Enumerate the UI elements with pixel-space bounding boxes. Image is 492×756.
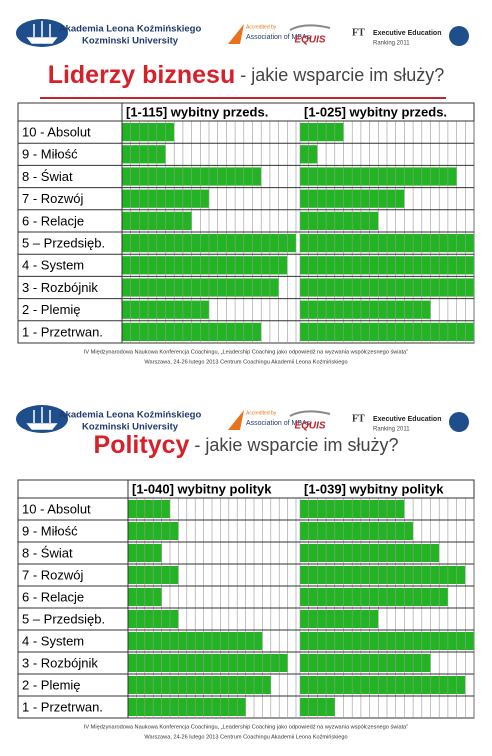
bar <box>300 300 431 319</box>
row-label: 9 - Miłość <box>22 147 78 162</box>
bar <box>128 676 271 694</box>
row-label: 8 - Świat <box>22 545 73 560</box>
series-header: [1-115] wybitny przeds. <box>126 104 268 119</box>
bar <box>300 566 466 584</box>
series-header: [1-040] wybitny polityk <box>132 481 272 496</box>
amba-name: Association of MBAs <box>246 420 311 427</box>
row-label: 1 - Przetrwan. <box>22 324 103 339</box>
bar <box>300 610 379 628</box>
ft-logo: FT <box>352 27 365 38</box>
amba-mark <box>228 24 244 44</box>
amba-name: Association of MBAs <box>246 34 311 41</box>
footer-text: IV Międzynarodowa Naukowa Konferencja Co… <box>84 724 408 730</box>
logo-ship <box>26 21 58 44</box>
ft-title: Executive Education <box>373 416 441 423</box>
ft-logo: FT <box>352 413 365 424</box>
row-label: 8 - Świat <box>22 169 73 184</box>
row-label: 3 - Rozbójnik <box>22 280 98 295</box>
university-name-en: Kozminski University <box>82 36 179 47</box>
title-sub: - jakie wsparcie im służy? <box>235 65 444 85</box>
footer-text: Warszawa, 24-26 lutego 2013 Centrum Coac… <box>144 359 347 365</box>
footer-text: IV Międzynarodowa Naukowa Konferencja Co… <box>84 349 408 355</box>
row-label: 10 - Absolut <box>22 501 91 516</box>
university-name-en: Kozminski University <box>82 422 179 433</box>
bar <box>300 676 466 694</box>
row-label: 7 - Rozwój <box>22 191 84 206</box>
bar <box>300 522 414 540</box>
row-label: 2 - Plemię <box>22 302 81 317</box>
row-label: 4 - System <box>22 258 84 273</box>
bar <box>300 211 379 230</box>
aacsb-badge <box>449 412 469 432</box>
ft-title: Executive Education <box>373 30 441 37</box>
ft-sub: Ranking 2011 <box>373 427 410 433</box>
equis-swoosh <box>289 24 331 31</box>
bar <box>128 500 170 518</box>
logo-ship <box>26 407 58 430</box>
row-label: 1 - Przetrwan. <box>22 699 103 714</box>
amba-top: Accredited by <box>246 24 277 30</box>
equis-swoosh <box>289 410 331 417</box>
university-name: Akademia Leona Koźmińskiego <box>59 24 202 35</box>
chart-title: Politycy - jakie wsparcie im służy? <box>94 431 399 459</box>
title-main: Liderzy biznesu <box>48 61 236 89</box>
university-name: Akademia Leona Koźmińskiego <box>59 410 202 421</box>
bar <box>128 654 288 672</box>
row-label: 10 - Absolut <box>22 125 91 140</box>
row-label: 9 - Miłość <box>22 523 78 538</box>
row-label: 7 - Rozwój <box>22 567 84 582</box>
title-main: Politycy <box>94 431 190 459</box>
row-label: 3 - Rozbójnik <box>22 655 98 670</box>
aacsb-badge <box>449 26 469 46</box>
series-header: [1-039] wybitny polityk <box>304 481 444 496</box>
chart-title: Liderzy biznesu - jakie wsparcie im służ… <box>48 61 445 89</box>
row-label: 6 - Relacje <box>22 213 84 228</box>
title-sub: - jakie wsparcie im służy? <box>189 435 398 455</box>
amba-mark <box>228 410 244 430</box>
ft-sub: Ranking 2011 <box>373 41 410 47</box>
bar <box>300 588 448 606</box>
bar <box>300 123 344 142</box>
row-label: 5 – Przedsięb. <box>22 611 105 626</box>
series-header: [1-025] wybitny przeds. <box>304 104 447 119</box>
row-label: 2 - Plemię <box>22 677 81 692</box>
equis: EQUIS <box>294 35 325 46</box>
equis: EQUIS <box>294 421 325 432</box>
row-label: 6 - Relacje <box>22 589 84 604</box>
bar <box>300 654 431 672</box>
bar <box>122 256 288 275</box>
bar <box>122 145 166 164</box>
footer-text: Warszawa, 24-26 lutego 2013 Centrum Coac… <box>144 734 347 740</box>
row-label: 4 - System <box>22 633 84 648</box>
row-label: 5 – Przedsięb. <box>22 236 105 251</box>
amba-top: Accredited by <box>246 410 277 416</box>
